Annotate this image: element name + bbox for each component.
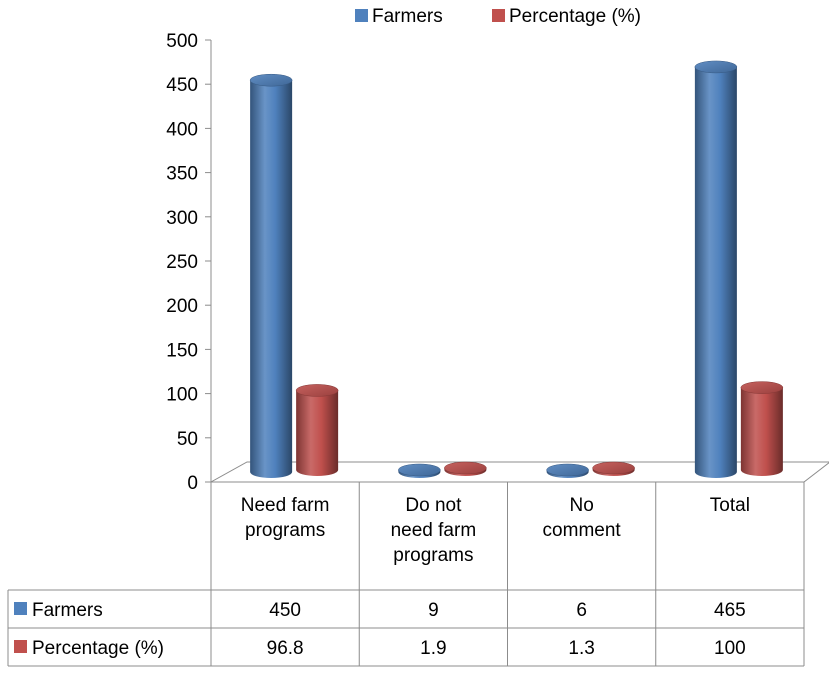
table-value: 100 [714, 638, 746, 659]
table-value: 96.8 [267, 638, 304, 659]
x-category-label: Total [710, 495, 750, 516]
legend: Farmers Percentage (%) [355, 6, 641, 27]
table-value: 1.3 [568, 638, 594, 659]
y-tick-label: 100 [166, 385, 198, 406]
bar-percentage [740, 381, 784, 476]
table-value: 450 [269, 600, 301, 621]
data-table: Need farm programs Do not need farm programs… [7, 481, 805, 667]
table-value: 9 [428, 600, 439, 621]
bar-percentage [592, 461, 635, 476]
legend-key [492, 9, 505, 22]
table-series-name: Farmers [32, 600, 103, 621]
bar-farmers [546, 463, 589, 479]
table-series-name: Percentage (%) [32, 638, 164, 659]
y-axis: 0 50 100 150 200 250 300 350 400 450 500 [166, 31, 212, 494]
x-category-label: No comment [543, 495, 622, 541]
table-value: 1.9 [420, 638, 446, 659]
y-tick-label: 50 [177, 429, 198, 450]
legend-label: Farmers [372, 6, 443, 27]
table-legend-key [14, 602, 27, 615]
y-tick-label: 0 [187, 473, 198, 494]
bar-farmers [398, 463, 441, 479]
bar-farmers [249, 73, 293, 479]
bars [249, 60, 784, 479]
bar-farmers [694, 60, 738, 479]
bar-percentage [295, 384, 339, 476]
y-tick-label: 500 [166, 31, 198, 52]
bar-percentage [444, 461, 487, 476]
legend-label: Percentage (%) [509, 6, 641, 27]
y-tick-label: 250 [166, 252, 198, 273]
legend-key [355, 9, 368, 22]
table-value: 465 [714, 600, 746, 621]
y-tick-label: 450 [166, 75, 198, 96]
x-category-label: Need farm programs [241, 495, 330, 541]
y-tick-label: 400 [166, 119, 198, 140]
y-tick-label: 150 [166, 340, 198, 361]
y-tick-label: 200 [166, 296, 198, 317]
table-value: 6 [576, 600, 587, 621]
y-tick-label: 300 [166, 208, 198, 229]
y-tick-label: 350 [166, 164, 198, 185]
table-legend-key [14, 640, 27, 653]
x-category-label: Do not need farm programs [391, 495, 477, 566]
